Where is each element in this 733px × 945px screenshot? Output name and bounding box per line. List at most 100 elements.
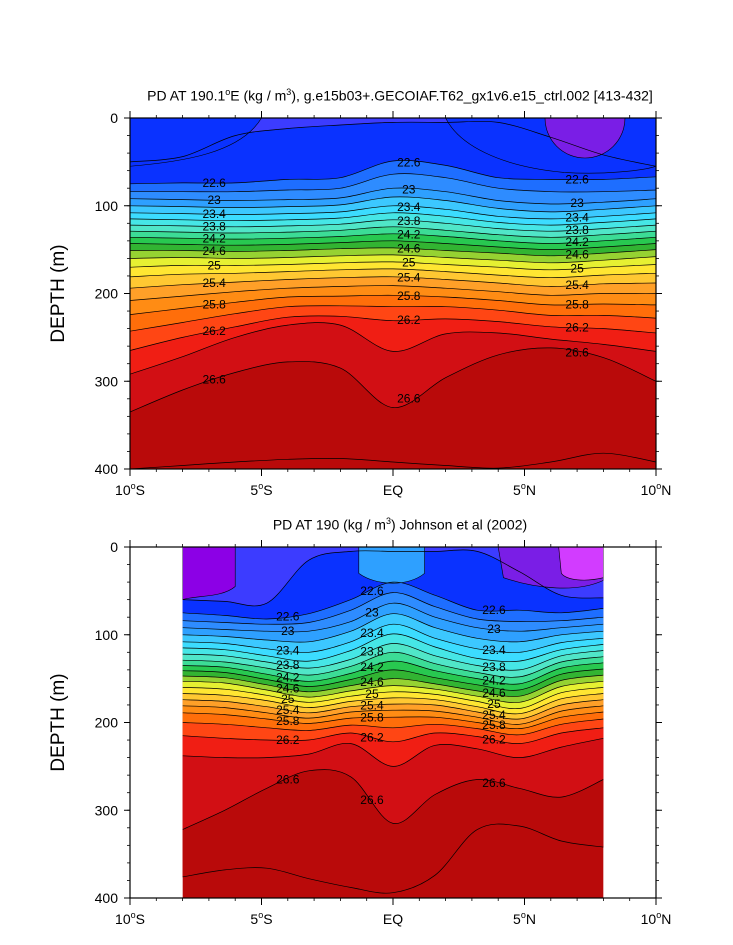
contour-label: 25.8 (360, 711, 384, 725)
contour-label: 23.8 (202, 219, 226, 233)
contour-label: 25.4 (276, 703, 300, 717)
isopycnal-line (130, 219, 656, 232)
contour-label: 25.4 (202, 276, 226, 290)
contour-label: 25.4 (360, 698, 384, 712)
contour-label: 24.6 (482, 686, 506, 700)
panel2: 22.622.622.623232323.423.423.423.823.823… (48, 539, 671, 927)
panel2-title: PD AT 190 (kg / m3) Johnson et al (2002) (272, 516, 528, 533)
contour-label: 24.2 (565, 235, 589, 249)
isopycnal-line (130, 315, 656, 351)
y-tick-label: 200 (95, 286, 119, 302)
contour-label: 23.4 (397, 200, 421, 214)
contour-label: 22.6 (360, 584, 384, 598)
isopycnal-line (182, 651, 604, 678)
isopycnal-line (182, 633, 604, 662)
isopycnal-line (182, 718, 604, 736)
contour-label: 23.4 (565, 211, 589, 225)
isopycnal-line (182, 592, 604, 625)
contour-label: 26.2 (276, 733, 300, 747)
x-tick-label: EQ (383, 911, 403, 927)
contour-label: 25 (207, 258, 221, 272)
contour-label: 23.8 (482, 660, 506, 674)
contour-label: 22.6 (202, 176, 226, 190)
contour-label: 25.8 (482, 718, 506, 732)
isopycnal-line (182, 711, 604, 730)
contour-label: 23 (487, 622, 501, 636)
y-tick-label: 400 (95, 890, 119, 906)
low-density-core (544, 118, 626, 159)
isopycnal-line (182, 581, 604, 620)
contour-label: 22.6 (276, 609, 300, 623)
magenta-cell (558, 547, 604, 581)
contour-label: 25 (402, 256, 416, 270)
isopycnal-line (182, 674, 604, 697)
contour-label: 26.6 (482, 776, 506, 790)
contour-label: 24.6 (202, 244, 226, 258)
isopycnal-line (130, 276, 656, 289)
y-axis-label: DEPTH (m) (48, 244, 69, 342)
isopycnal-line (182, 823, 604, 894)
isopycnal-line (130, 120, 656, 167)
x-tick-label: 5oN (513, 910, 536, 927)
contour-label: 26.2 (202, 324, 226, 338)
isopycnal-line (182, 727, 604, 744)
contour-label: 23.8 (360, 644, 384, 658)
equatorial-light-cell (358, 547, 425, 584)
panel2-contour-fill: 22.622.622.623232323.423.423.423.823.823… (182, 547, 604, 898)
contour-label: 24.6 (276, 681, 300, 695)
isopycnal-line (182, 643, 604, 671)
contour-label: 23.4 (276, 644, 300, 658)
contour-label: 24.2 (360, 660, 384, 674)
isopycnal-line (130, 205, 656, 220)
contour-label: 25.4 (397, 271, 421, 285)
contour-label: 23.4 (360, 626, 384, 640)
contour-label: 25 (570, 261, 584, 275)
x-tick-label: 10oN (641, 910, 672, 927)
x-tick-label: 5oS (250, 910, 272, 927)
x-tick-label: 10oS (115, 910, 145, 927)
contour-label: 24.2 (202, 232, 226, 246)
isopycnal-line (182, 769, 604, 830)
contour-label: 24.2 (276, 671, 300, 685)
isopycnal-line (130, 452, 656, 469)
isopycnal-line (182, 623, 604, 653)
y-tick-label: 0 (110, 110, 118, 126)
contour-label: 22.6 (565, 172, 589, 186)
contour-label: 24.6 (360, 675, 384, 689)
x-tick-label: 5oS (250, 481, 272, 498)
contour-label: 23.8 (397, 214, 421, 228)
contour-label: 25.8 (202, 298, 226, 312)
isopycnal-line (130, 212, 656, 226)
y-tick-label: 0 (110, 539, 118, 555)
contour-label: 25 (281, 692, 295, 706)
isopycnal-line (130, 173, 656, 193)
isopycnal-line (130, 347, 656, 413)
y-tick-label: 200 (95, 715, 119, 731)
contour-label: 23 (207, 193, 221, 207)
contour-label: 23 (365, 605, 379, 619)
contour-label: 25.8 (276, 714, 300, 728)
panel1-title: PD AT 190.1oE (kg / m3), g.e15b03+.GECOI… (147, 87, 653, 104)
contour-label: 23.8 (276, 658, 300, 672)
isopycnal-line (182, 705, 604, 725)
x-tick-label: EQ (383, 482, 403, 498)
contour-label: 26.2 (482, 732, 506, 746)
y-tick-label: 100 (95, 627, 119, 643)
contour-label: 25 (487, 697, 501, 711)
isopycnal-line (130, 294, 656, 315)
isopycnal-line (182, 680, 604, 703)
contour-label: 26.6 (202, 372, 226, 386)
isopycnal-line (130, 285, 656, 301)
contour-label: 26.2 (360, 730, 384, 744)
x-tick-label: 10oS (115, 481, 145, 498)
isopycnal-line (130, 254, 656, 264)
contour-label: 25.8 (565, 297, 589, 311)
isopycnal-line (130, 247, 656, 257)
y-tick-label: 300 (95, 802, 119, 818)
isopycnal-line (182, 602, 604, 633)
isopycnal-line (130, 240, 656, 250)
y-tick-label: 300 (95, 373, 119, 389)
contour-label: 26.6 (565, 346, 589, 360)
isopycnal-line (130, 261, 656, 271)
